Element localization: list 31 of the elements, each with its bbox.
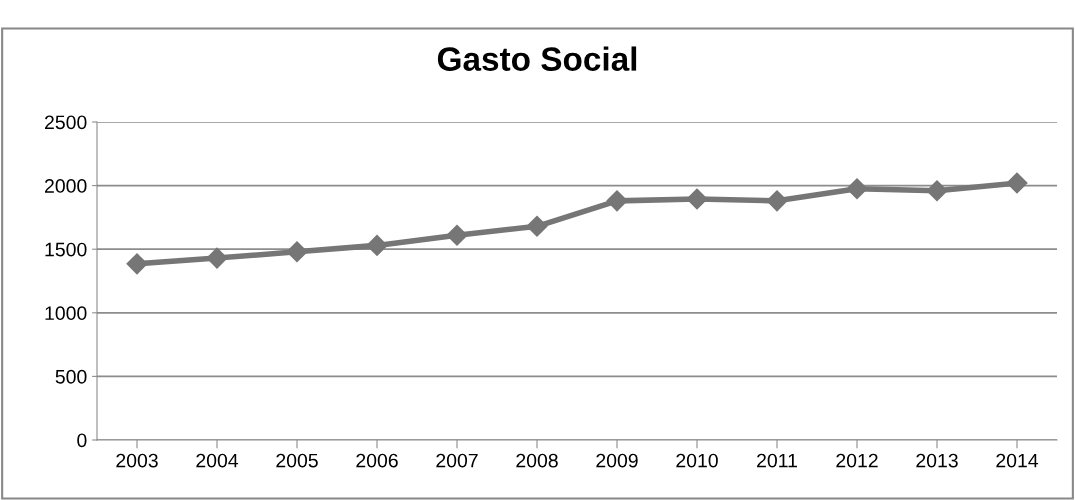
point [686,188,708,210]
point [1006,172,1028,194]
chart-title: Gasto Social [437,46,637,71]
x-tick-label: 2014 [996,453,1039,468]
x-tick-label: 2011 [757,453,797,468]
point [206,247,228,269]
point [526,215,548,237]
point [366,234,388,256]
x-tick-label: 2007 [436,453,478,468]
point [446,224,468,246]
point [926,180,948,202]
y-tick-label: 1500 [45,242,87,257]
point [766,190,788,212]
x-tick-label: 2009 [596,453,638,468]
point [606,190,628,212]
x-tick-label: 2003 [116,453,158,468]
y-tick-label: 1000 [45,306,87,321]
y-tick-label: 2000 [45,179,87,193]
x-tick-label: 2010 [676,453,718,468]
x-tick-label: 2012 [836,453,878,468]
y-tick-label: 2500 [45,115,87,130]
y-tick-label: 0 [77,433,87,448]
point [846,178,868,200]
x-tick-label: 2013 [916,453,958,468]
point [126,253,148,275]
x-tick-label: 2006 [356,453,398,468]
x-tick-label: 2005 [276,453,318,468]
x-tick-label: 2004 [196,453,239,468]
x-tick-label: 2008 [516,453,558,468]
y-tick-label: 500 [55,369,87,384]
point [286,241,308,263]
